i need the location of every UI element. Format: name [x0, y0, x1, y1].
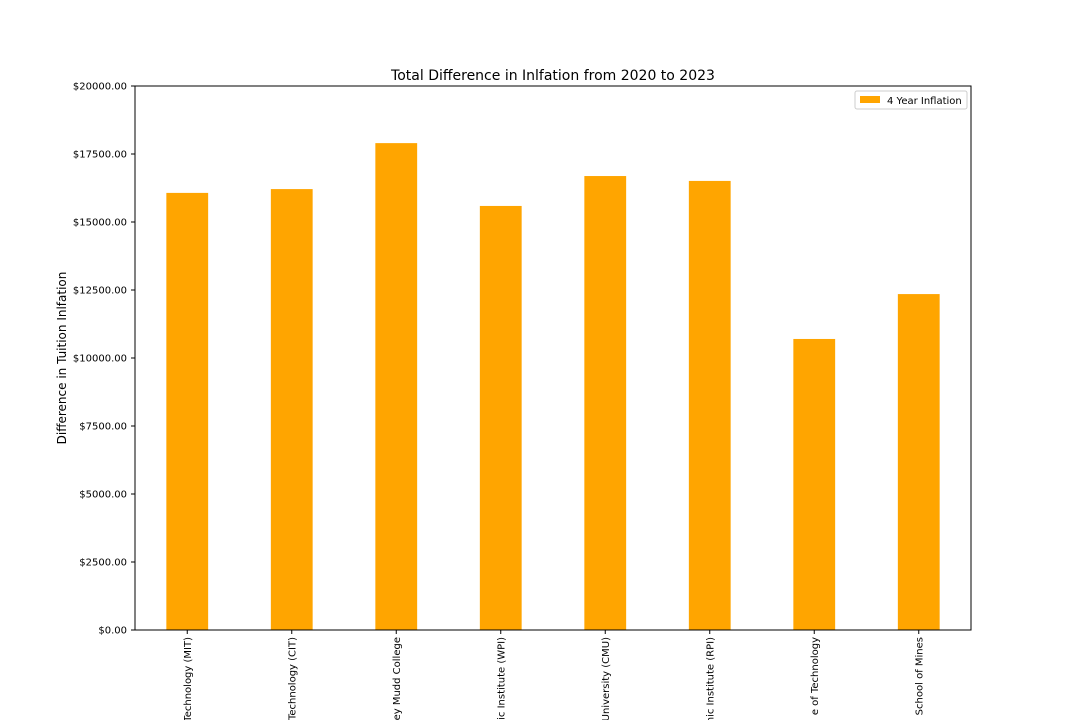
- y-tick-label: $15000.00: [73, 218, 127, 229]
- bar: [270, 189, 313, 630]
- bar: [479, 205, 522, 630]
- bar: [688, 180, 731, 631]
- y-tick-label: $5000.00: [79, 490, 127, 501]
- x-tick-label: University (CMU): [601, 637, 612, 720]
- x-tick-label: Technology (MIT): [183, 637, 194, 720]
- x-tick-label: School of Mines: [914, 637, 925, 715]
- y-tick-label: $2500.00: [79, 558, 127, 569]
- x-tick-label: ey Mudd College: [392, 637, 403, 720]
- chart-title: Total Difference in Inlfation from 2020 …: [390, 68, 715, 84]
- y-tick-label: $7500.00: [79, 422, 127, 433]
- legend-label: 4 Year Inflation: [887, 96, 962, 107]
- legend-box: [854, 90, 968, 110]
- y-tick-label: $10000.00: [73, 354, 127, 365]
- x-tick-label: nic Institute (RPI): [705, 637, 716, 720]
- y-tick-label: $12500.00: [73, 286, 127, 297]
- bar: [166, 192, 209, 630]
- y-tick-label: $20000.00: [73, 82, 127, 93]
- y-axis-title: Difference in Tuition Inlfation: [55, 272, 69, 445]
- bar: [793, 338, 836, 630]
- x-tick-label: Technology (CIT): [287, 637, 298, 720]
- bar: [375, 143, 418, 630]
- x-tick-label: e of Technology: [810, 637, 821, 715]
- y-tick-label: $17500.00: [73, 150, 127, 161]
- plot-frame: [134, 85, 972, 631]
- legend-swatch: [860, 96, 880, 103]
- y-tick-label: $0.00: [98, 626, 127, 637]
- bar: [584, 176, 627, 631]
- x-tick-label: ic Institute (WPI): [496, 637, 507, 720]
- bar: [897, 294, 940, 630]
